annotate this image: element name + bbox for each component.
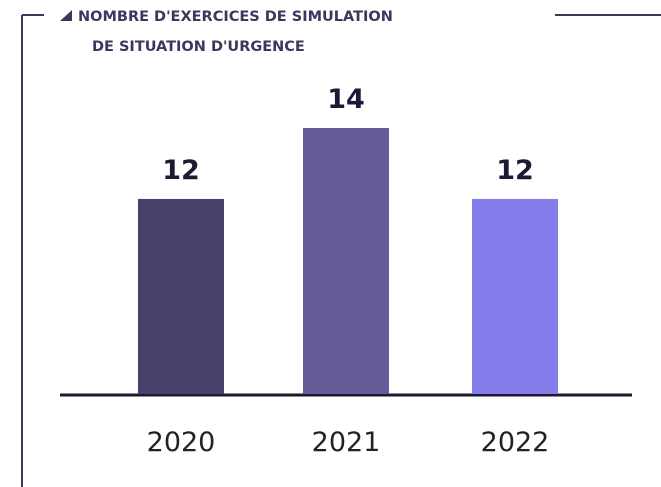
x-tick-label: 2021 [312,427,381,458]
x-tick-label: 2022 [481,427,550,458]
value-label: 12 [496,155,534,186]
value-label: 14 [327,84,365,115]
x-tick-label: 2020 [147,427,216,458]
value-label: 12 [162,155,200,186]
bar [138,198,224,394]
chart-title: DE SITUATION D'URGENCE [92,39,305,55]
bar [472,198,558,394]
bar [303,128,389,394]
chart-title: NOMBRE D'EXERCICES DE SIMULATION [78,9,393,25]
title-icon [60,10,72,21]
